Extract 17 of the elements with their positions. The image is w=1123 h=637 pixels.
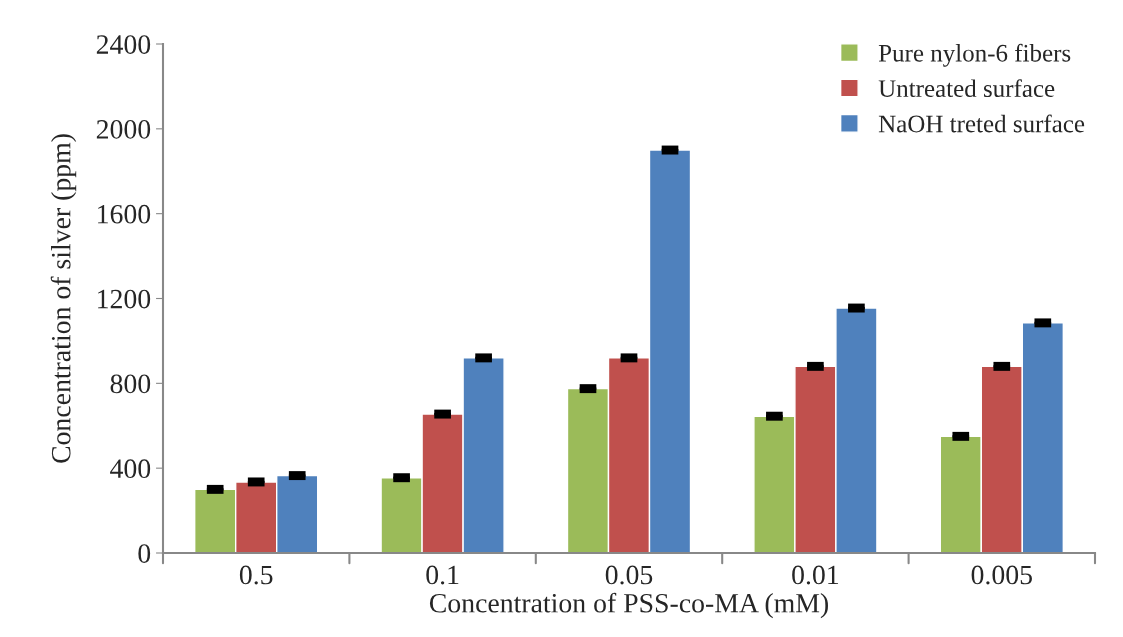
y-tick-label: 1200 xyxy=(98,289,151,309)
x-tick-label: 0.1 xyxy=(426,565,459,585)
y-tick-label: 0 xyxy=(138,544,151,563)
y-axis-title: Concentration of silver (ppm) xyxy=(50,134,77,463)
y-tick-label: 2000 xyxy=(96,120,151,139)
x-tick-label: 0.5 xyxy=(239,565,273,585)
y-tick-label: 800 xyxy=(110,374,151,394)
legend-label: Pure nylon-6 fibers xyxy=(878,43,1071,67)
x-axis-title: Concentration of PSS-co-MA (mM) xyxy=(429,592,828,619)
x-tick-label: 0.005 xyxy=(971,565,1032,585)
x-tick-label: 0.05 xyxy=(605,565,653,585)
legend-label: Untreated surface xyxy=(878,79,1055,98)
x-tick-label: 0.01 xyxy=(792,565,839,585)
y-tick-label: 1600 xyxy=(98,204,151,224)
legend-label: NaOH treted surface xyxy=(878,114,1085,133)
y-tick-label: 2400 xyxy=(96,35,151,54)
y-tick-label: 400 xyxy=(110,459,151,479)
